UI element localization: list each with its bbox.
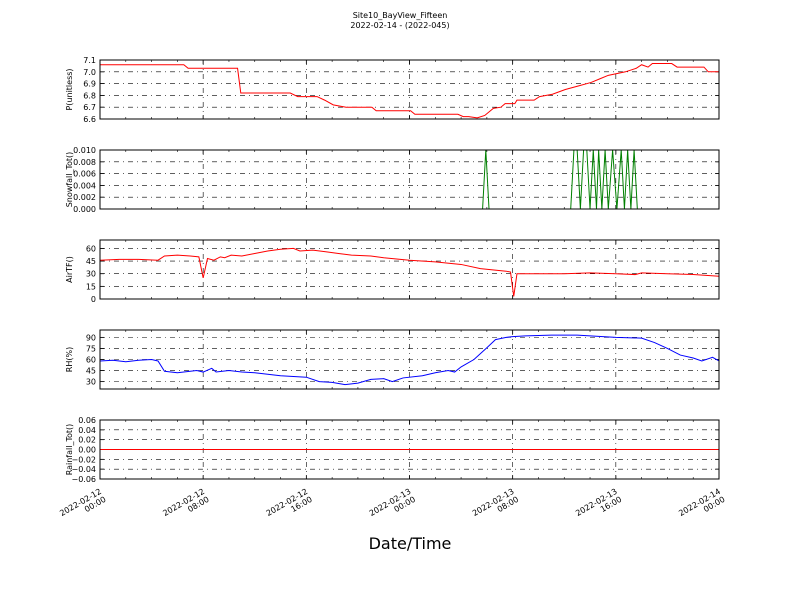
y-tick-label: 7.0 <box>83 68 96 77</box>
y-tick-label: 0.000 <box>73 205 96 214</box>
y-tick-label: 6.7 <box>83 103 96 112</box>
y-tick-label: 0.006 <box>73 170 96 179</box>
y-axis-label: AirTF() <box>65 256 74 283</box>
y-tick-label: −0.06 <box>71 475 96 484</box>
y-tick-label: 0.004 <box>73 181 96 190</box>
y-tick-label: 7.1 <box>83 56 96 65</box>
y-tick-label: −0.02 <box>71 455 96 464</box>
y-tick-label: 30 <box>86 378 96 387</box>
x-tick-label: 2022-02-1200:00 <box>58 487 107 526</box>
y-tick-label: 45 <box>86 257 96 266</box>
y-tick-label: −0.04 <box>71 465 96 474</box>
y-tick-label: 6.8 <box>83 91 96 100</box>
y-tick-label: 0.00 <box>78 446 96 455</box>
y-tick-label: 45 <box>86 367 96 376</box>
x-tick-label: 2022-02-1400:00 <box>677 487 726 526</box>
y-tick-label: 0.008 <box>73 158 96 167</box>
x-axis-label: Date/Time <box>368 534 452 553</box>
x-tick-label: 2022-02-1216:00 <box>265 487 314 526</box>
x-tick-label: 2022-02-1316:00 <box>574 487 623 526</box>
panel-5: 0.060.040.020.00−0.02−0.04−0.06Rainfall_… <box>65 416 720 484</box>
panel-4: 90 75 60 45 30 RH(%) <box>65 329 720 390</box>
axes-frame <box>99 239 720 300</box>
chart-subtitle: 2022-02-14 - (2022-045) <box>350 21 450 30</box>
panel-3: 60 45 30 15 0 AirTF() <box>65 239 720 304</box>
x-tick-label: 2022-02-1300:00 <box>368 487 417 526</box>
y-tick-label: 60 <box>86 356 96 365</box>
x-tick-label: 2022-02-1308:00 <box>471 487 520 526</box>
y-tick-label: 0.002 <box>73 193 96 202</box>
series-line <box>100 149 719 210</box>
y-tick-label: 0.010 <box>73 146 96 155</box>
chart-title: Site10_BayView_Fifteen <box>352 11 448 20</box>
axes-frame <box>99 59 720 120</box>
y-axis-label: Snowfall_Tot() <box>65 152 74 208</box>
y-tick-label: 90 <box>86 333 96 342</box>
series-line <box>100 63 719 119</box>
series-line <box>99 334 720 386</box>
y-axis-label: Rainfall_Tot() <box>65 424 74 476</box>
y-tick-label: 75 <box>86 344 96 353</box>
y-tick-label: 0 <box>91 295 96 304</box>
panel-1: 7.1 7.0 6.9 6.8 6.7 6.6 P(unitless) <box>65 56 720 124</box>
y-tick-label: 0.06 <box>78 416 96 425</box>
axes-frame <box>99 149 720 210</box>
x-tick-label: 2022-02-1208:00 <box>161 487 210 526</box>
y-tick-label: 30 <box>86 270 96 279</box>
axes-frame <box>99 419 720 480</box>
y-tick-label: 6.6 <box>83 115 96 124</box>
series-line <box>99 247 720 297</box>
panel-2: 0.010 0.008 0.006 0.004 0.002 0.000Snowfall_T… <box>65 146 720 214</box>
y-tick-label: 6.9 <box>83 80 96 89</box>
y-axis-label: P(unitless) <box>65 68 74 110</box>
y-tick-label: 15 <box>86 282 96 291</box>
y-axis-label: RH(%) <box>65 347 74 372</box>
y-tick-label: 0.02 <box>78 436 96 445</box>
y-tick-label: 0.04 <box>78 426 96 435</box>
axes-frame <box>99 329 720 390</box>
y-tick-label: 60 <box>86 244 96 253</box>
